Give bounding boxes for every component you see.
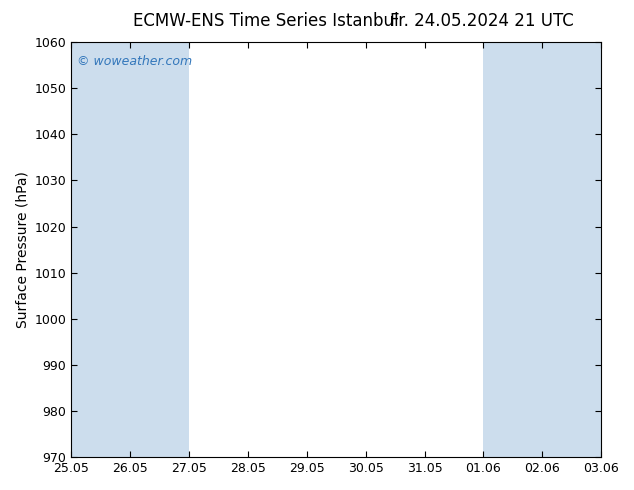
Text: © woweather.com: © woweather.com <box>77 54 191 68</box>
Text: Fr. 24.05.2024 21 UTC: Fr. 24.05.2024 21 UTC <box>390 12 574 30</box>
Y-axis label: Surface Pressure (hPa): Surface Pressure (hPa) <box>15 171 29 328</box>
Bar <box>483 42 542 457</box>
Bar <box>71 42 189 457</box>
Bar <box>542 42 601 457</box>
Text: ECMW-ENS Time Series Istanbul: ECMW-ENS Time Series Istanbul <box>134 12 399 30</box>
